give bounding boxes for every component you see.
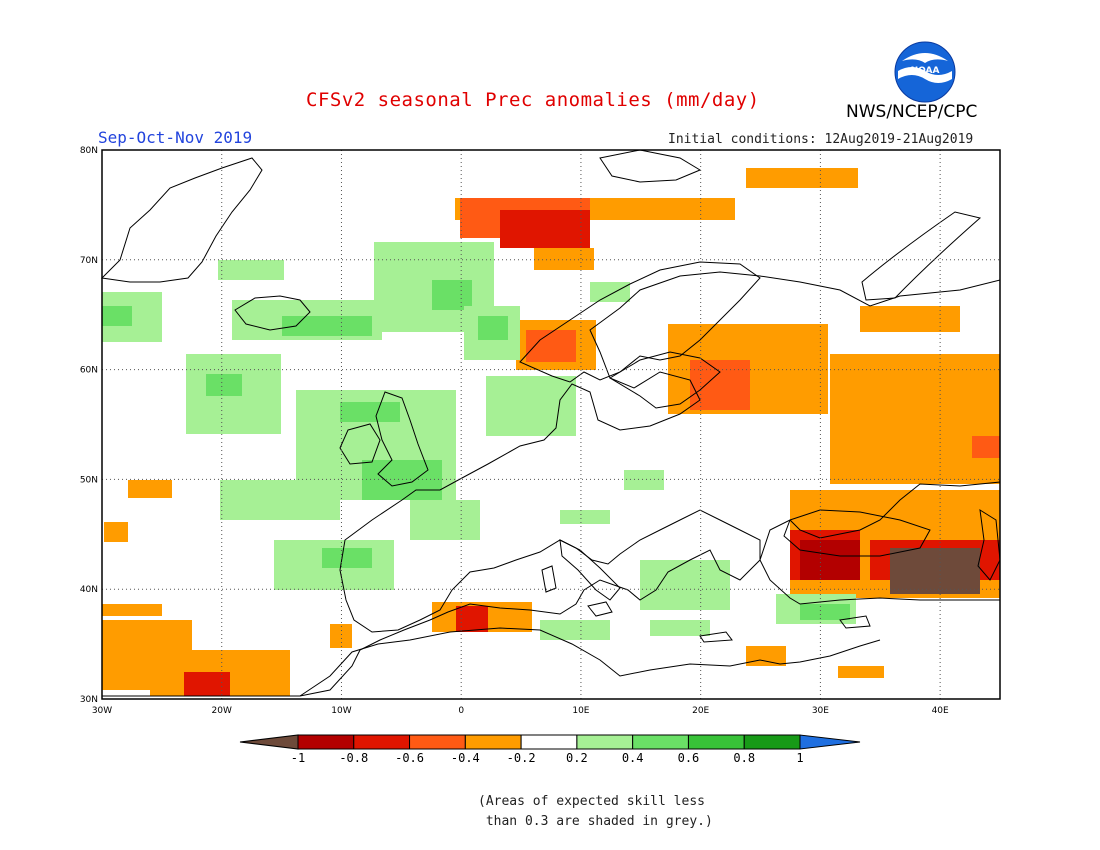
anomaly-cell-30 xyxy=(218,260,284,280)
anomaly-cell-29 xyxy=(206,374,242,396)
lat-label-40: 40N xyxy=(80,585,98,595)
colorbar-label-4: -0.2 xyxy=(507,751,536,765)
lat-label-50: 50N xyxy=(80,475,98,485)
colorbar-labels: -1 -0.8 -0.6 -0.4 -0.2 0.2 0.4 0.6 0.8 1 xyxy=(291,751,804,765)
anomaly-cell-10 xyxy=(860,306,960,332)
anomaly-cell-3 xyxy=(534,248,594,270)
anomaly-cell-23 xyxy=(104,522,128,542)
lat-label-80: 80N xyxy=(80,146,98,156)
colorbar-box-2 xyxy=(409,734,466,750)
anomaly-cell-54 xyxy=(560,510,610,524)
skill-note: (Areas of expected skill less than 0.3 a… xyxy=(478,794,713,829)
lon-label-2: 10W xyxy=(331,706,351,716)
colorbar-label-7: 0.6 xyxy=(678,751,700,765)
lat-label-70: 70N xyxy=(80,256,98,266)
colorbar-low-arrow xyxy=(239,734,299,750)
lon-label-4: 10E xyxy=(572,706,589,716)
colorbar-box-7 xyxy=(687,734,745,750)
anomaly-cell-16 xyxy=(890,548,980,594)
colorbar-high-arrow xyxy=(799,734,861,750)
anomaly-cell-27 xyxy=(330,624,352,648)
lon-label-5: 20E xyxy=(692,706,709,716)
anomaly-cell-40 xyxy=(340,402,400,422)
anomaly-cell-47 xyxy=(590,282,630,302)
coastlines xyxy=(100,149,1001,700)
colorbar-box-0 xyxy=(297,734,355,750)
colorbar-label-1: -0.8 xyxy=(339,751,368,765)
lon-label-7: 40E xyxy=(932,706,949,716)
colorbar-box-1 xyxy=(353,734,411,750)
colorbar-label-8: 0.8 xyxy=(733,751,755,765)
lat-label-30: 30N xyxy=(80,695,98,705)
noaa-logo: NOAA xyxy=(894,41,956,103)
colorbar-boxes xyxy=(239,734,861,750)
colorbar-box-4 xyxy=(520,734,578,750)
colorbar-box-5 xyxy=(576,734,634,750)
anomaly-cell-52 xyxy=(650,620,710,636)
colorbar-label-9: 1 xyxy=(796,751,803,765)
anomaly-cell-51 xyxy=(800,604,850,620)
anomaly-cell-4 xyxy=(746,168,858,188)
anomaly-cell-9 xyxy=(830,354,1000,484)
anomaly-cell-14 xyxy=(800,540,860,580)
colorbar-label-2: -0.6 xyxy=(395,751,424,765)
anomaly-cell-48 xyxy=(624,470,664,490)
forecast-period: Sep-Oct-Nov 2019 xyxy=(98,128,253,147)
colorbar-label-5: 0.2 xyxy=(566,751,588,765)
anomaly-cell-32 xyxy=(102,306,132,326)
anomaly-cell-36 xyxy=(432,280,472,310)
lon-label-1: 20W xyxy=(212,706,232,716)
anomaly-cell-45 xyxy=(322,548,372,568)
anomaly-cell-34 xyxy=(282,316,372,336)
latitude-labels: 30N 40N 50N 60N 70N 80N xyxy=(80,146,98,705)
anomaly-cell-19 xyxy=(102,604,162,616)
anomaly-cell-24 xyxy=(128,480,172,498)
anomaly-cell-11 xyxy=(972,436,1000,458)
anomaly-cell-38 xyxy=(478,316,508,340)
longitude-labels: 30W 20W 10W 0 10E 20E 30E 40E xyxy=(92,706,949,716)
anomaly-cell-46 xyxy=(486,376,576,436)
graticule xyxy=(102,150,1000,699)
anomaly-cell-42 xyxy=(220,480,340,520)
map-title: CFSv2 seasonal Prec anomalies (mm/day) xyxy=(306,89,760,111)
lon-label-6: 30E xyxy=(812,706,829,716)
lon-label-0: 30W xyxy=(92,706,112,716)
anomaly-cell-53 xyxy=(540,620,610,640)
initial-conditions: Initial conditions: 12Aug2019-21Aug2019 xyxy=(668,132,974,147)
colorbar-box-3 xyxy=(464,734,522,750)
noaa-logo-text: NOAA xyxy=(911,66,940,76)
lon-label-3: 0 xyxy=(458,706,464,716)
colorbar-box-8 xyxy=(743,734,801,750)
colorbar-label-0: -1 xyxy=(291,751,305,765)
anomaly-cell-25 xyxy=(838,666,884,678)
anomaly-cell-2 xyxy=(500,210,590,248)
anomaly-cell-8 xyxy=(690,360,750,410)
anomaly-cell-41 xyxy=(362,460,442,500)
lat-label-60: 60N xyxy=(80,366,98,376)
map-frame xyxy=(101,149,1001,700)
anomaly-cell-43 xyxy=(410,500,480,540)
anomaly-shading xyxy=(102,168,1000,696)
anomaly-cell-22 xyxy=(184,672,230,696)
colorbar-label-3: -0.4 xyxy=(451,751,480,765)
agency-label: NWS/NCEP/CPC xyxy=(846,102,978,122)
anomaly-cell-49 xyxy=(640,560,730,610)
colorbar-box-6 xyxy=(632,734,689,750)
colorbar-label-6: 0.4 xyxy=(622,751,644,765)
